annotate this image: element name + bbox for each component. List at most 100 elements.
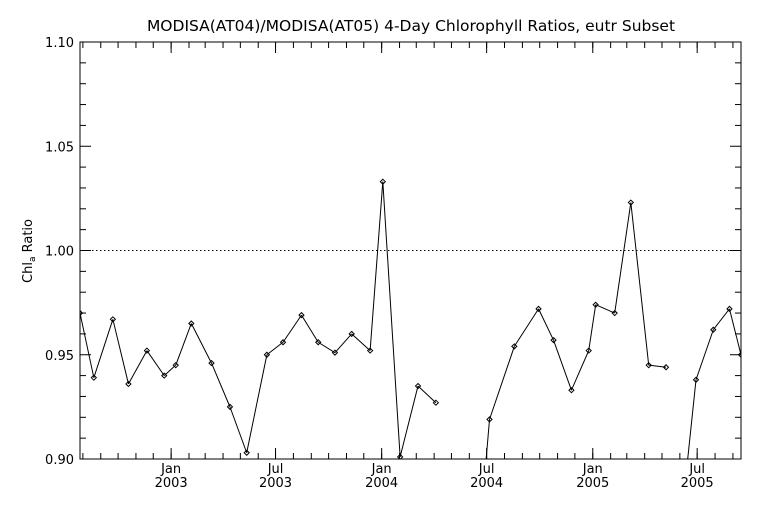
data-point xyxy=(511,343,518,350)
series-line-segment xyxy=(80,312,95,378)
data-point xyxy=(243,449,250,456)
x-tick-label-month: Jan xyxy=(160,462,181,477)
series-line-segment xyxy=(175,323,192,366)
series-line-segment xyxy=(334,333,353,353)
data-point xyxy=(627,199,635,206)
data-point xyxy=(611,309,618,317)
series-line-segment xyxy=(282,314,302,343)
x-tick-label-year: 2005 xyxy=(576,476,609,491)
x-tick-label-month: Jul xyxy=(267,462,284,477)
data-point xyxy=(143,347,151,354)
data-point xyxy=(80,309,84,317)
data-point xyxy=(161,372,168,379)
x-tick-label-month: Jul xyxy=(688,462,705,477)
series-line-segment xyxy=(570,350,590,391)
series-line-segment xyxy=(301,314,319,343)
y-axis-label-sub: a xyxy=(28,257,38,263)
series-line-segment xyxy=(112,319,129,385)
data-point xyxy=(737,351,741,358)
series-line-segment xyxy=(728,308,741,355)
y-tick-label: 0.95 xyxy=(45,349,74,364)
series-line-segment xyxy=(229,406,248,453)
data-point xyxy=(298,311,305,319)
data-point xyxy=(645,361,652,369)
plot-area: 0.900.951.001.051.10 Jan2003Jul2003Jan20… xyxy=(45,36,742,491)
series-line-segment xyxy=(630,202,650,366)
data-point xyxy=(550,336,557,344)
series-line-segment xyxy=(146,350,165,376)
series-line-segment xyxy=(246,354,268,453)
series-line-segment xyxy=(317,341,336,354)
x-tick-label-year: 2004 xyxy=(365,476,398,491)
series-line-segment xyxy=(712,308,730,331)
series-line-segment xyxy=(163,364,177,376)
data-point xyxy=(315,339,322,346)
series-line-segment xyxy=(489,346,515,420)
y-tick-label: 0.90 xyxy=(45,453,74,468)
series-line-segment xyxy=(266,341,284,356)
data-point xyxy=(662,364,670,371)
series-line-segment xyxy=(399,385,419,458)
series-line-segment xyxy=(128,350,148,385)
x-tick-label-year: 2005 xyxy=(681,476,714,491)
series-line-segment xyxy=(595,304,615,314)
data-point xyxy=(172,361,179,369)
x-axis: Jan2003Jul2003Jan2004Jul2004Jan2005Jul20… xyxy=(82,42,734,491)
data-point xyxy=(348,330,355,338)
series-line-segment xyxy=(687,379,697,459)
y-axis-label: Chla Ratio xyxy=(21,219,38,283)
data-point xyxy=(279,339,287,346)
series-line-segment xyxy=(485,419,491,459)
data-point xyxy=(188,320,195,327)
data-point xyxy=(692,376,700,383)
x-tick-label-month: Jul xyxy=(478,462,495,477)
series-line-segment xyxy=(351,333,371,351)
data-point xyxy=(396,453,404,459)
series-line-segment xyxy=(513,308,539,347)
data-point xyxy=(125,380,132,388)
series-line-segment xyxy=(614,202,632,314)
data-point xyxy=(585,347,592,354)
series-line-segment xyxy=(190,323,212,364)
y-tick-label: 1.05 xyxy=(45,140,74,155)
series-line-segment xyxy=(588,304,597,351)
series-line-segment xyxy=(382,181,401,457)
data-point xyxy=(366,347,374,354)
data-point xyxy=(109,316,117,323)
series-group xyxy=(80,178,741,459)
data-point xyxy=(592,301,599,308)
x-tick-label-month: Jan xyxy=(582,462,603,477)
data-point xyxy=(226,403,234,411)
y-axis-label-rest: Ratio xyxy=(21,219,36,257)
data-point xyxy=(568,386,575,394)
y-tick-label: 1.00 xyxy=(45,245,74,260)
y-tick-label: 1.10 xyxy=(45,36,74,51)
series-line-segment xyxy=(553,339,572,391)
x-tick-label-year: 2004 xyxy=(470,476,503,491)
series-line-segment xyxy=(417,385,437,404)
data-point xyxy=(710,326,717,333)
data-point xyxy=(90,374,98,381)
data-point xyxy=(379,178,387,185)
data-point xyxy=(535,305,542,313)
x-tick-label-month: Jan xyxy=(371,462,392,477)
data-point xyxy=(486,416,493,423)
y-axis-label-main: Chl xyxy=(21,262,36,283)
series-line-segment xyxy=(648,364,667,368)
data-point xyxy=(432,399,440,406)
series-line-segment xyxy=(369,181,384,351)
data-point xyxy=(331,349,339,356)
series-line-segment xyxy=(211,362,231,408)
series-line-segment xyxy=(538,308,554,341)
x-tick-label-year: 2003 xyxy=(259,476,292,491)
chart-title: MODISA(AT04)/MODISA(AT05) 4-Day Chloroph… xyxy=(147,17,675,35)
data-point xyxy=(208,359,215,367)
x-tick-label-year: 2003 xyxy=(155,476,188,491)
series-line-segment xyxy=(695,329,714,380)
data-point xyxy=(414,382,422,390)
series-line-segment xyxy=(93,319,114,378)
data-point xyxy=(263,351,271,358)
data-point xyxy=(726,305,733,313)
